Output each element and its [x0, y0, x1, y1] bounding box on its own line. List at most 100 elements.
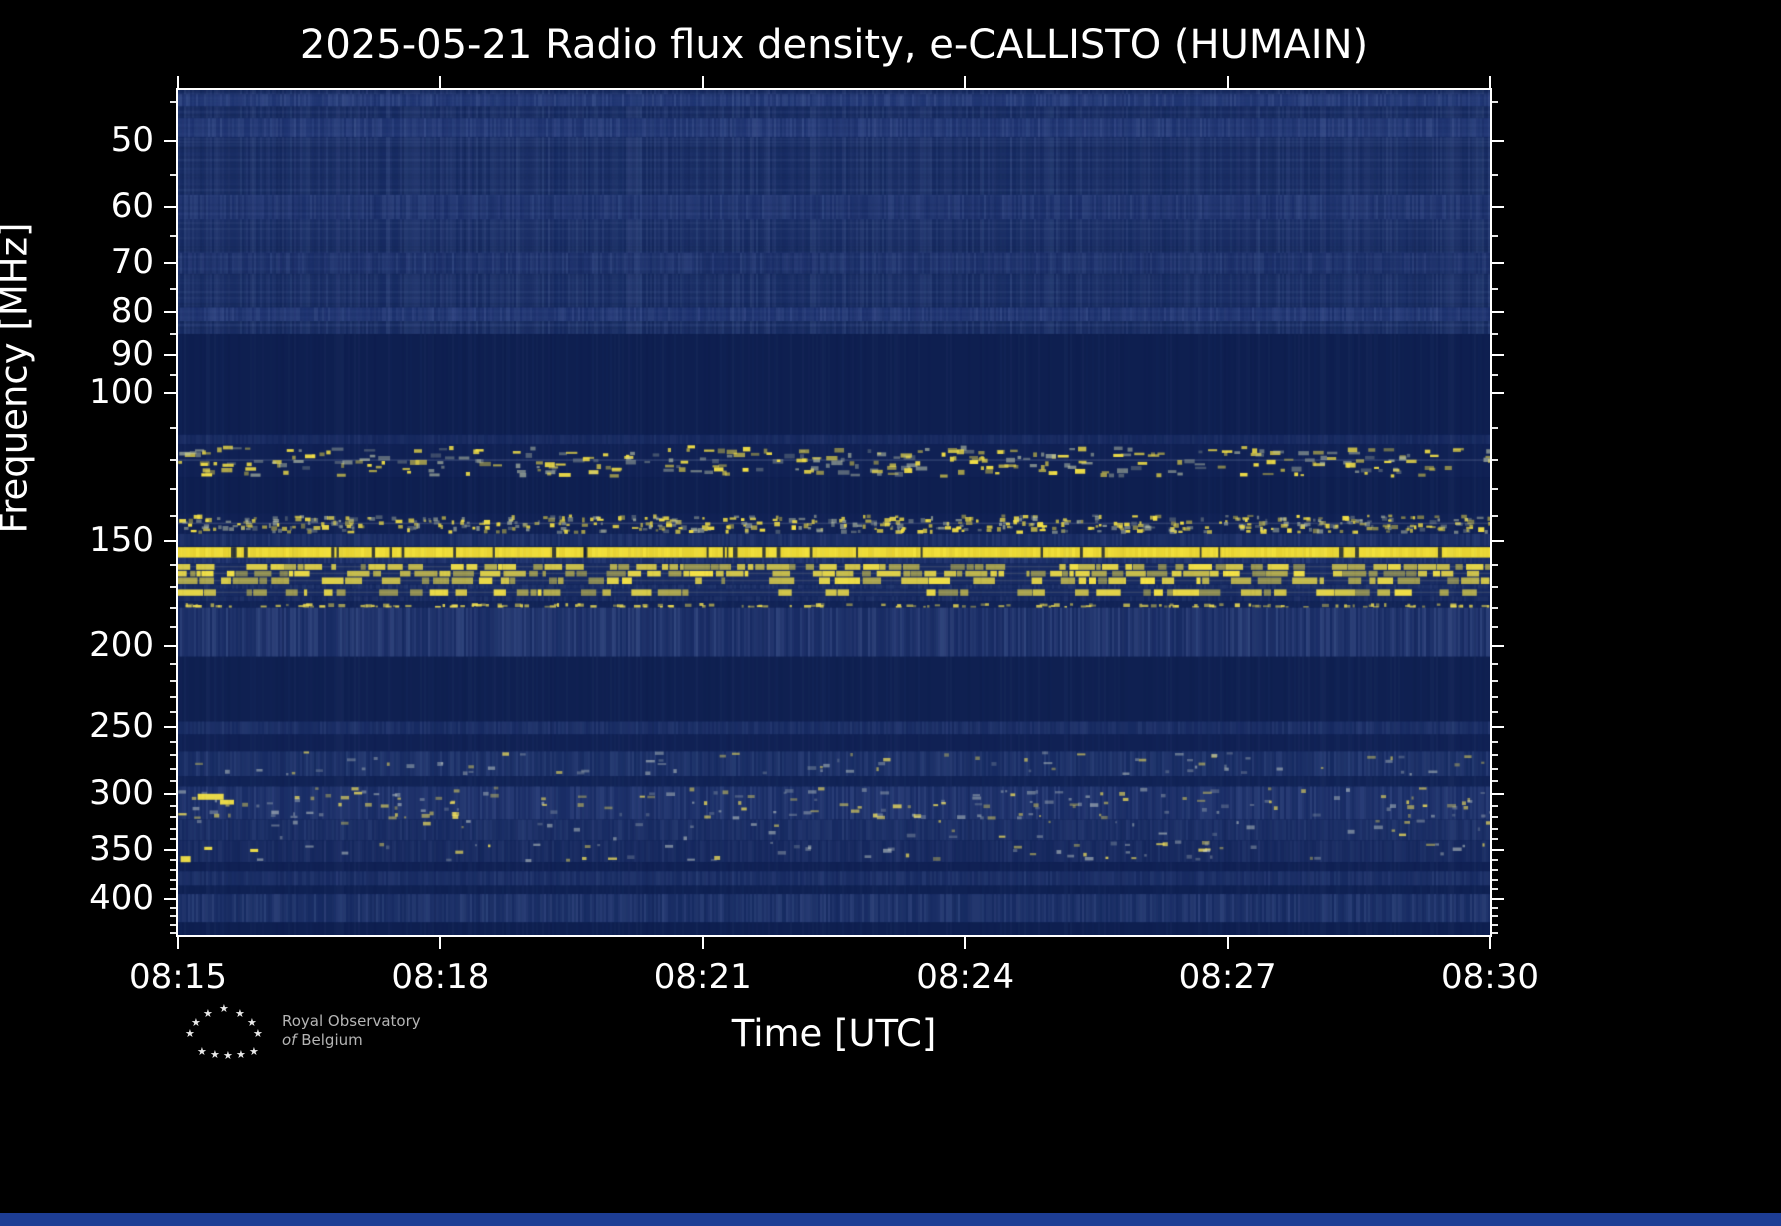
y-minor-tick-right [1492, 662, 1498, 665]
y-minor-tick-right [1492, 235, 1498, 238]
y-tick-right [1492, 392, 1504, 395]
y-tick [164, 311, 176, 314]
y-tick-right [1492, 792, 1504, 795]
y-minor-tick-right [1492, 780, 1498, 783]
y-minor-tick-right [1492, 804, 1498, 807]
x-tick-top [439, 76, 442, 88]
y-minor-tick-right [1492, 626, 1498, 629]
y-tick [164, 540, 176, 543]
y-tick-label: 50 [110, 119, 154, 160]
y-minor-tick-right [1492, 740, 1498, 743]
logo-belgium-word: Belgium [301, 1031, 363, 1049]
star-icon: ★ [185, 1027, 195, 1040]
y-minor-tick-right [1492, 923, 1498, 926]
x-tick-top [177, 76, 179, 88]
x-tick-top [701, 76, 704, 88]
y-minor-tick-right [1492, 287, 1498, 290]
y-axis-label: Frequency [MHz] [0, 222, 36, 534]
y-minor-tick-right [1492, 487, 1498, 490]
y-tick-right [1492, 644, 1504, 647]
y-minor-tick-right [1492, 915, 1498, 918]
y-tick-right [1492, 206, 1504, 209]
bottom-edge-bar [0, 1213, 1781, 1226]
y-minor-tick-right [1492, 458, 1498, 461]
y-minor-tick-right [1492, 515, 1498, 517]
y-minor-tick-right [1492, 679, 1498, 682]
y-tick [164, 644, 176, 647]
y-minor-tick-right [1492, 606, 1498, 609]
y-tick [164, 262, 176, 265]
y-tick-label: 60 [110, 186, 154, 227]
y-tick [164, 726, 176, 729]
y-tick-label: 300 [89, 772, 154, 813]
y-tick-right [1492, 726, 1504, 729]
y-minor-tick-right [1492, 427, 1498, 430]
y-minor-tick-right [1492, 816, 1498, 819]
y-tick-label: 250 [89, 706, 154, 747]
y-minor-tick-right [1492, 859, 1498, 862]
y-minor-tick-right [1492, 711, 1498, 714]
y-tick [164, 353, 176, 356]
logo-text-line1: Royal Observatory [282, 1012, 421, 1030]
x-tick-label: 08:18 [391, 957, 490, 997]
y-tick [164, 792, 176, 795]
star-icon: ★ [191, 1016, 201, 1029]
y-minor-tick-right [1492, 695, 1498, 698]
star-icon: ★ [210, 1048, 220, 1061]
chart-title: 2025-05-21 Radio flux density, e-CALLIST… [299, 22, 1369, 68]
plot-frame [176, 88, 1492, 937]
y-minor-tick-right [1492, 563, 1498, 566]
y-tick [164, 897, 176, 900]
x-tick-top [1226, 76, 1229, 88]
y-tick [164, 139, 176, 142]
y-tick [164, 392, 176, 395]
x-tick-label: 08:15 [129, 957, 227, 997]
star-icon: ★ [253, 1027, 263, 1040]
star-icon: ★ [249, 1045, 259, 1058]
logo-text-line2: of Belgium [282, 1031, 421, 1050]
y-tick-right [1492, 540, 1504, 543]
logo-of-word: of [282, 1031, 297, 1049]
x-tick-top [964, 76, 967, 88]
y-tick-label: 80 [110, 291, 154, 332]
star-icon: ★ [247, 1016, 257, 1029]
y-tick-label: 150 [89, 520, 154, 561]
star-icon: ★ [203, 1007, 213, 1020]
x-tick [701, 937, 704, 949]
y-tick-right [1492, 353, 1504, 356]
star-icon: ★ [197, 1045, 207, 1058]
y-tick-right [1492, 139, 1504, 142]
y-minor-tick-right [1492, 373, 1498, 376]
x-tick [439, 937, 442, 949]
x-tick [177, 937, 179, 949]
x-tick-label: 08:24 [916, 957, 1015, 997]
y-tick-right [1492, 848, 1504, 851]
observatory-logo-stars: ★ ★ ★ ★ ★ ★ ★ ★ ★ ★ ★ ★ [180, 998, 270, 1062]
y-tick-label: 100 [89, 372, 154, 413]
y-minor-tick-right [1492, 827, 1498, 830]
y-minor-tick-right [1492, 869, 1498, 872]
y-tick [164, 206, 176, 209]
y-minor-tick-right [1492, 101, 1498, 104]
x-tick-label: 08:27 [1178, 957, 1277, 997]
y-minor-tick-right [1492, 878, 1498, 881]
observatory-logo-text: Royal Observatory of Belgium [282, 1012, 421, 1050]
star-icon: ★ [219, 1002, 229, 1015]
spectrogram-canvas [178, 90, 1490, 935]
y-tick-label: 350 [89, 828, 154, 869]
y-minor-tick-right [1492, 888, 1498, 891]
x-tick [1489, 937, 1491, 949]
y-tick-right [1492, 262, 1504, 265]
y-tick-right [1492, 311, 1504, 314]
y-tick [164, 848, 176, 851]
y-minor-tick-right [1492, 906, 1498, 909]
y-minor-tick-right [1492, 932, 1498, 935]
y-minor-tick-right [1492, 838, 1498, 841]
y-minor-tick-right [1492, 754, 1498, 757]
x-axis-label: Time [UTC] [731, 1012, 937, 1055]
star-icon: ★ [223, 1049, 233, 1062]
x-tick [1226, 937, 1229, 949]
y-tick-label: 200 [89, 624, 154, 665]
x-tick-label: 08:21 [653, 957, 752, 997]
